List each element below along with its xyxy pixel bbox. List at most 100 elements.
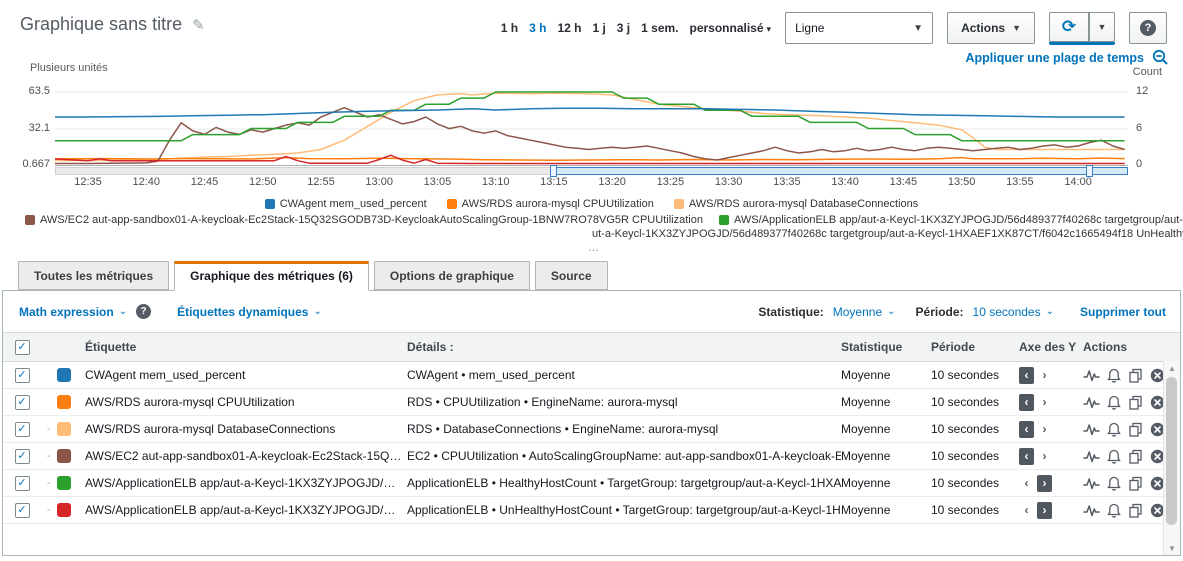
time-range-1-sem[interactable]: 1 sem. [641,21,679,35]
time-range-personnalis[interactable]: personnalisé ▾ [689,21,772,35]
metric-pulse-icon[interactable] [1083,449,1100,464]
alarm-bell-icon[interactable] [1107,503,1121,518]
legend-item-aws-rds-aurora-mysql-databaseconnections[interactable]: AWS/RDS aurora-mysql DatabaseConnections [673,198,918,210]
legend-item-aws-rds-aurora-mysql-cpuutilization[interactable]: AWS/RDS aurora-mysql CPUUtilization [446,198,654,210]
header-col-tiquette: Étiquette [85,340,137,354]
legend-item-cwagent-mem-used-percent[interactable]: CWAgent mem_used_percent [264,198,427,210]
statistic-select[interactable]: Moyenne [832,304,883,319]
time-range-3-j[interactable]: 3 j [616,21,631,35]
alarm-bell-icon[interactable] [1107,476,1121,491]
series-line-cwagent-mem-used-percent[interactable] [53,107,1125,118]
time-range-1-j[interactable]: 1 j [592,21,606,35]
remove-metric-icon[interactable] [1150,476,1165,491]
duplicate-metric-icon[interactable] [1128,395,1143,410]
metric-pulse-icon[interactable] [1083,503,1100,518]
series-line-aws-ec2-keycloakautoscalinggroup-cpuutilization[interactable] [53,106,1125,165]
alarm-bell-icon[interactable] [1107,422,1121,437]
math-expression-help-icon[interactable]: ? [136,304,152,319]
series-line-aws-rds-aurora-mysql-databaseconnections[interactable] [53,92,1125,162]
time-range-1-h[interactable]: 1 h [500,21,519,35]
metric-pulse-icon[interactable] [1083,476,1100,491]
y-axis-left-button[interactable]: ‹ [1024,476,1029,490]
tab-options-de-graphique[interactable]: Options de graphique [373,261,530,290]
remove-metric-icon[interactable] [1150,422,1165,437]
math-expression-menu[interactable]: Math expression [19,304,114,319]
series-line-aws-rds-aurora-mysql-cpuutilization[interactable] [53,156,1125,161]
row-checkbox[interactable]: ✓ [14,421,30,437]
legend-line-3[interactable]: ut-a-Keycl-1KX3ZYJPOGJD/56d489377f40268c… [592,228,1183,240]
scrollbar-thumb[interactable] [1166,377,1177,525]
row-checkbox[interactable]: ✓ [14,475,30,491]
y-axis-right-button[interactable]: › [1042,368,1047,382]
metric-color-swatch[interactable] [57,395,71,409]
row-checkbox[interactable]: ✓ [14,502,30,518]
metric-pulse-icon[interactable] [1083,368,1100,383]
y-axis-left-button[interactable]: ‹ [1019,366,1034,384]
duplicate-metric-icon[interactable] [1128,422,1143,437]
legend-item-aws-ec2-aut-app-sandbox01-a-keycloak-ec2[interactable]: AWS/EC2 aut-app-sandbox01-A-keycloak-Ec2… [25,214,703,226]
row-checkbox[interactable]: ✓ [14,367,30,383]
alarm-bell-icon[interactable] [1107,368,1121,383]
row-checkbox[interactable]: ✓ [14,394,30,410]
remove-metric-icon[interactable] [1150,503,1165,518]
y-axis-left-button[interactable]: ‹ [1024,503,1029,517]
metric-period: 10 secondes [931,476,1000,490]
duplicate-metric-icon[interactable] [1128,503,1143,518]
time-slider-selection[interactable] [554,167,1128,175]
metric-pulse-icon[interactable] [1083,395,1100,410]
dynamic-labels-menu[interactable]: Étiquettes dynamiques [177,304,309,319]
y-axis-right-button[interactable]: › [1037,474,1052,492]
edit-title-icon[interactable]: ✎ [192,17,205,34]
actions-button[interactable]: Actions ▼ [947,12,1035,44]
zoom-out-icon[interactable] [1152,49,1169,66]
duplicate-metric-icon[interactable] [1128,449,1143,464]
y-axis-right-button[interactable]: › [1042,395,1047,409]
refresh-button[interactable]: ⟳ [1049,11,1089,42]
y-axis-right-button[interactable]: › [1037,501,1052,519]
time-range-3-h[interactable]: 3 h [529,21,547,35]
metrics-line-chart[interactable] [0,60,1183,195]
alarm-bell-icon[interactable] [1107,449,1121,464]
metric-color-swatch[interactable] [57,368,71,382]
scroll-down-arrow-icon[interactable]: ▼ [1168,543,1176,553]
series-line-aws-applicationelb-unhealthyhostcount[interactable] [53,154,1125,165]
remove-metric-icon[interactable] [1150,449,1165,464]
legend-item-aws-applicationelb-app-aut-a-keycl-1kx3z[interactable]: AWS/ApplicationELB app/aut-a-Keycl-1KX3Z… [718,214,1183,226]
duplicate-metric-icon[interactable] [1128,368,1143,383]
chart-type-select[interactable]: Ligne ▼ [785,12,934,44]
metric-color-swatch[interactable] [57,503,71,517]
metric-color-swatch[interactable] [57,476,71,490]
y-axis-right-button[interactable]: › [1042,449,1047,463]
tab-source[interactable]: Source [534,261,608,290]
metric-color-swatch[interactable] [57,422,71,436]
apply-time-range-link[interactable]: Appliquer une plage de temps [966,49,1170,66]
refresh-options-button[interactable]: ▼ [1089,11,1115,42]
y-axis-left-button[interactable]: ‹ [1019,447,1034,465]
vertical-scrollbar[interactable]: ▲ ▼ [1163,361,1180,555]
duplicate-metric-icon[interactable] [1128,476,1143,491]
row-checkbox[interactable]: ✓ [14,448,30,464]
scroll-up-arrow-icon[interactable]: ▲ [1168,363,1176,373]
period-select[interactable]: 10 secondes [972,304,1041,319]
legend-line-1: CWAgent mem_used_percent AWS/RDS aurora-m… [0,196,1183,212]
metric-pulse-icon[interactable] [1083,422,1100,437]
time-slider-handle-right[interactable] [1086,165,1093,177]
select-all-checkbox[interactable]: ✓ [14,339,30,355]
legend-swatch [718,215,729,225]
y-axis-left-button[interactable]: ‹ [1019,420,1034,438]
tab-graphique-des-m-triques-6[interactable]: Graphique des métriques (6) [174,261,369,291]
time-range-12-h[interactable]: 12 h [557,21,582,35]
remove-metric-icon[interactable] [1150,395,1165,410]
remove-metric-icon[interactable] [1150,368,1165,383]
refresh-icon: ⟳ [1061,16,1077,36]
delete-all-button[interactable]: Supprimer tout [1080,304,1166,319]
help-button[interactable]: ? [1129,12,1167,44]
time-slider-handle-left[interactable] [550,165,557,177]
series-line-aws-applicationelb-healthyhostcount[interactable] [53,91,1125,142]
tab-toutes-les-m-triques[interactable]: Toutes les métriques [18,261,170,290]
metric-color-swatch[interactable] [57,449,71,463]
y-axis-toggle: ‹ › [1019,447,1083,465]
y-axis-left-button[interactable]: ‹ [1019,393,1034,411]
y-axis-right-button[interactable]: › [1042,422,1047,436]
alarm-bell-icon[interactable] [1107,395,1121,410]
